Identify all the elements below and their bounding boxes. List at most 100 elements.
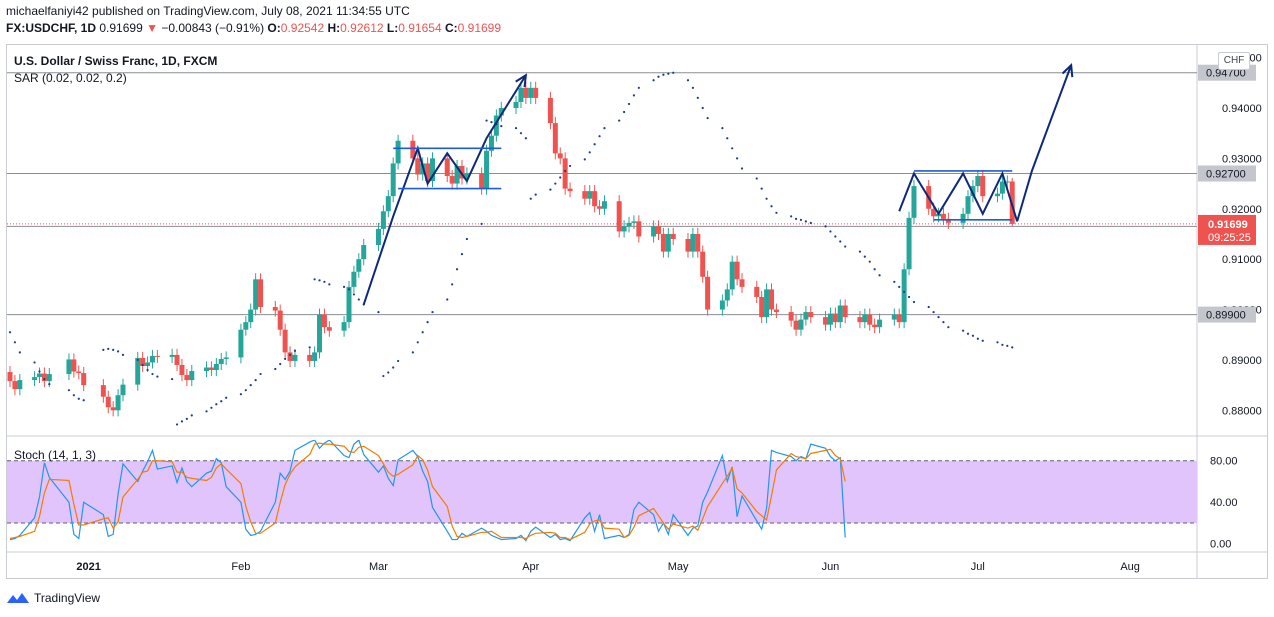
candle-body	[317, 314, 323, 353]
price-tick-label: 0.92000	[1222, 204, 1262, 216]
candle-body	[204, 367, 210, 372]
stoch-tick-label: 80.00	[1210, 456, 1238, 468]
sar-dot	[898, 285, 901, 288]
sar-dot	[588, 151, 591, 154]
sar-dot	[623, 110, 626, 114]
sar-dot	[932, 310, 935, 314]
candle-body	[282, 329, 288, 353]
level-marker-label: 0.89900	[1206, 310, 1246, 322]
sar-dot	[347, 288, 351, 291]
candle-body	[145, 362, 151, 366]
candle-body	[700, 251, 706, 277]
level-marker-bg	[1198, 306, 1256, 323]
candle-body	[626, 222, 632, 227]
candle-body	[970, 186, 976, 197]
candle-body	[307, 354, 313, 361]
sar-dot	[318, 279, 321, 282]
sar-dot	[249, 384, 252, 387]
candle-body	[115, 395, 121, 411]
low-label: L:	[386, 21, 399, 35]
candle-body	[326, 327, 332, 331]
sar-dot	[121, 353, 125, 356]
sar-dot	[313, 278, 316, 281]
candle-body	[292, 354, 298, 361]
candle-body	[729, 261, 735, 290]
sar-dot	[185, 417, 188, 420]
sar-dot	[662, 73, 665, 76]
candle-body	[321, 314, 327, 328]
sar-dot	[804, 220, 807, 223]
sar-dot	[102, 348, 105, 351]
sar-dot	[672, 71, 675, 74]
candle-body	[655, 226, 661, 234]
sar-dot	[829, 230, 832, 233]
candle-body	[764, 289, 770, 318]
candle-body	[258, 279, 264, 308]
time-tick-label: Feb	[231, 561, 250, 573]
sar-dot	[691, 86, 694, 89]
sar-dot	[175, 423, 179, 426]
last-price: 0.91699	[99, 21, 143, 35]
sar-dot	[254, 378, 257, 382]
candle-body	[46, 374, 52, 382]
low-value: 0.91654	[398, 21, 442, 35]
candle-body	[562, 158, 568, 189]
candle-body	[110, 407, 116, 411]
sar-dot	[893, 280, 896, 283]
sar-dot	[107, 347, 110, 350]
candle-body	[1004, 181, 1010, 183]
sar-dot	[667, 72, 670, 75]
tradingview-logo[interactable]: TradingView	[6, 591, 100, 605]
candle-body	[464, 173, 470, 179]
candle-body	[592, 191, 598, 207]
instrument-legend: U.S. Dollar / Swiss Franc, 1D, FXCM	[14, 54, 218, 68]
candle-body	[223, 357, 229, 359]
sar-dot	[534, 193, 537, 196]
candle-body	[803, 312, 809, 320]
time-tick-label: Jul	[971, 561, 985, 573]
candle-body	[518, 87, 524, 102]
candle-body	[999, 181, 1005, 194]
sar-dot	[632, 94, 636, 97]
candle-body	[454, 165, 460, 184]
candle-body	[385, 196, 391, 212]
sar-dot	[529, 197, 532, 200]
sar-dot	[288, 353, 292, 356]
sar-dot	[564, 169, 567, 173]
sar-dot	[72, 394, 75, 397]
candle-body	[621, 226, 627, 232]
sar-dot	[618, 119, 621, 122]
candle-body	[513, 101, 519, 108]
countdown-label: 09:25:25	[1208, 232, 1251, 244]
sar-dot	[328, 283, 331, 286]
candle-body	[12, 381, 18, 390]
candle-body	[169, 354, 175, 357]
sar-dot	[790, 215, 793, 218]
tradingview-label: TradingView	[34, 591, 101, 605]
last-price-label: 0.91699	[1208, 219, 1248, 231]
sar-dot	[465, 237, 468, 241]
sar-dot	[377, 310, 380, 314]
candle-body	[135, 357, 141, 385]
sar-dot	[721, 127, 724, 130]
sar-dot	[593, 143, 596, 146]
candle-body	[651, 226, 657, 237]
candle-body	[528, 87, 534, 98]
sar-dot	[740, 167, 744, 170]
candle-body	[17, 380, 23, 390]
sar-dot	[799, 218, 803, 221]
sar-dot	[657, 75, 660, 78]
candle-body	[140, 357, 146, 366]
sar-dot	[839, 240, 842, 243]
candle-body	[174, 354, 180, 365]
candle-body	[277, 310, 283, 330]
sar-dot	[490, 120, 493, 124]
candle-body	[341, 322, 347, 331]
currency-button[interactable]: CHF	[1218, 52, 1250, 70]
candle-body	[493, 115, 499, 136]
sar-dot	[568, 164, 572, 168]
sar-dot	[583, 158, 586, 161]
candle-body	[994, 193, 1000, 197]
candle-body	[479, 173, 485, 189]
